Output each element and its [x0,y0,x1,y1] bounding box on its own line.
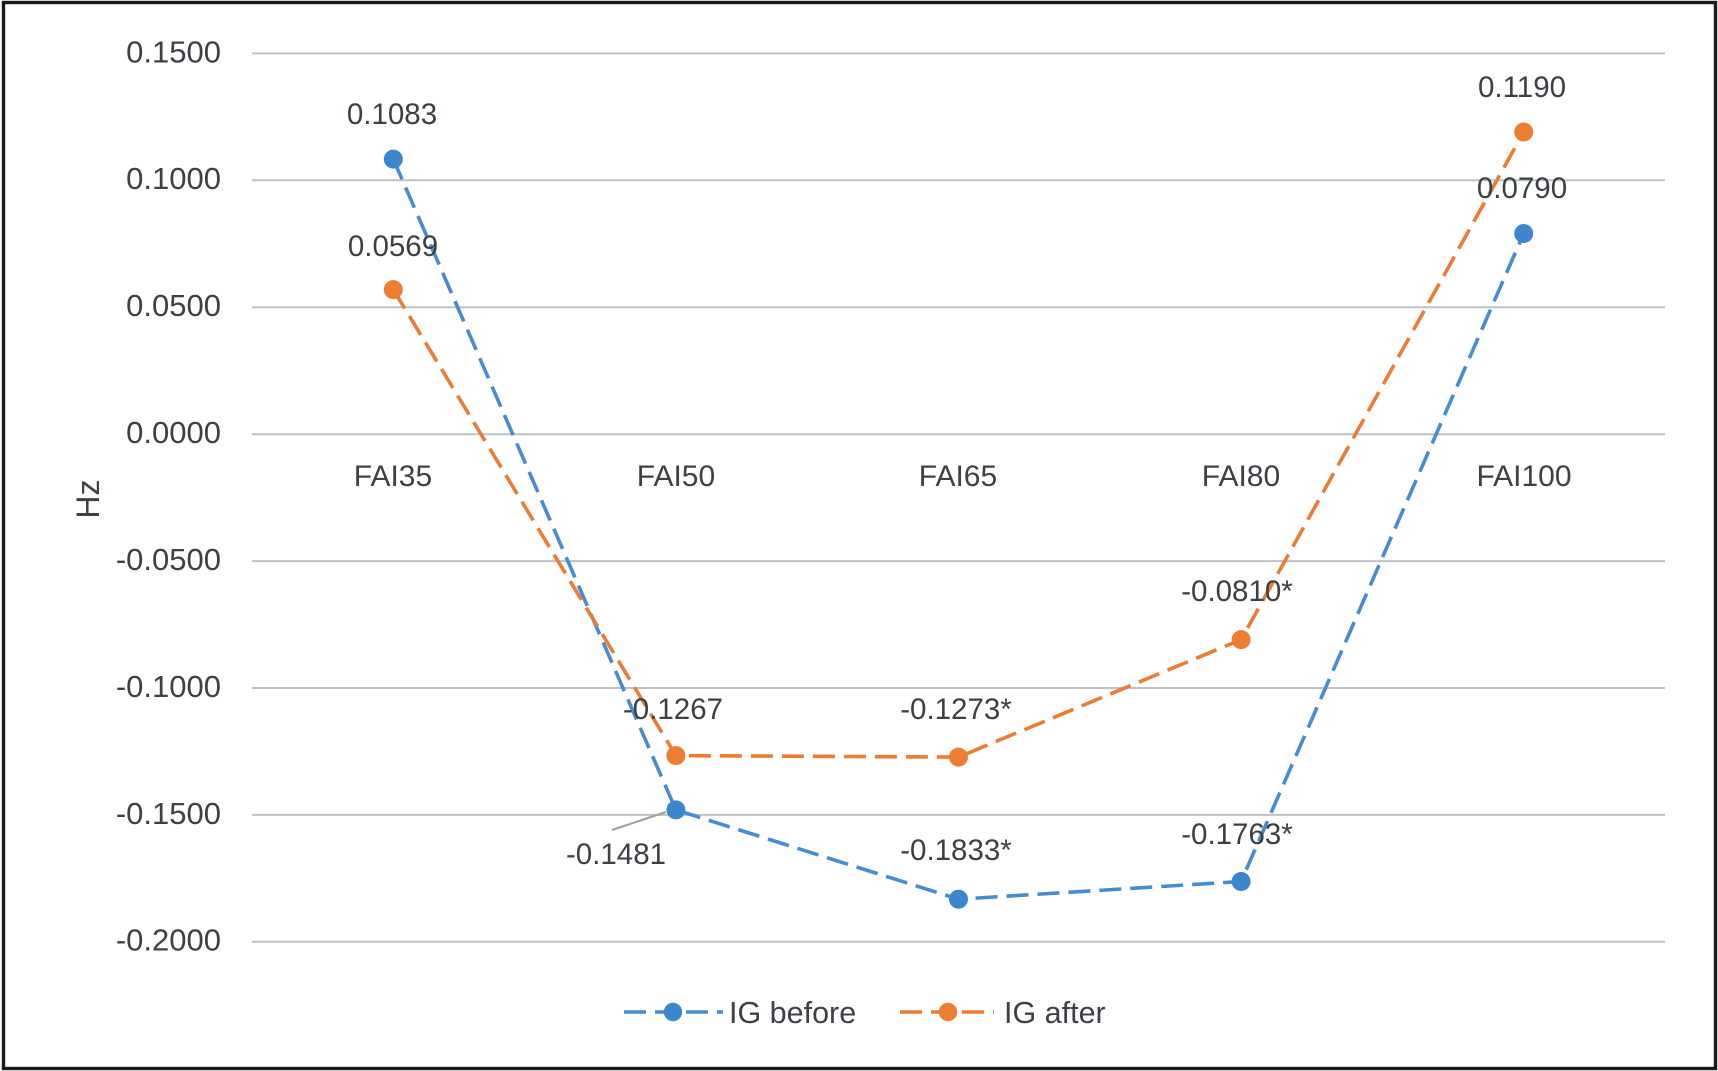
svg-text:FAI100: FAI100 [1476,460,1571,493]
svg-text:-0.1481: -0.1481 [566,838,666,871]
svg-text:0.1190: 0.1190 [1478,71,1566,104]
svg-text:-0.1000: -0.1000 [116,669,221,704]
svg-text:-0.0500: -0.0500 [116,542,221,577]
svg-text:FAI80: FAI80 [1202,460,1280,493]
svg-text:-0.1500: -0.1500 [116,796,221,831]
svg-text:0.1083: 0.1083 [347,98,437,131]
svg-text:FAI65: FAI65 [919,460,997,493]
svg-text:FAI50: FAI50 [637,460,715,493]
svg-text:IG after: IG after [1004,996,1106,1030]
svg-text:FAI35: FAI35 [354,460,432,493]
svg-text:-0.1267: -0.1267 [623,693,723,726]
svg-text:-0.2000: -0.2000 [116,923,221,958]
svg-text:-0.1763*: -0.1763* [1181,818,1293,851]
svg-text:0.1500: 0.1500 [126,34,221,69]
svg-text:0.0500: 0.0500 [126,288,221,323]
svg-text:-0.0810*: -0.0810* [1181,575,1293,608]
svg-text:IG before: IG before [729,996,856,1030]
svg-text:0.1000: 0.1000 [126,161,221,196]
svg-text:0.0569: 0.0569 [348,230,438,263]
svg-text:-0.1273*: -0.1273* [900,693,1012,726]
svg-text:-0.1833*: -0.1833* [900,834,1012,867]
svg-text:0.0790: 0.0790 [1477,172,1567,205]
svg-text:Hz: Hz [70,479,106,518]
svg-text:0.0000: 0.0000 [126,415,221,450]
